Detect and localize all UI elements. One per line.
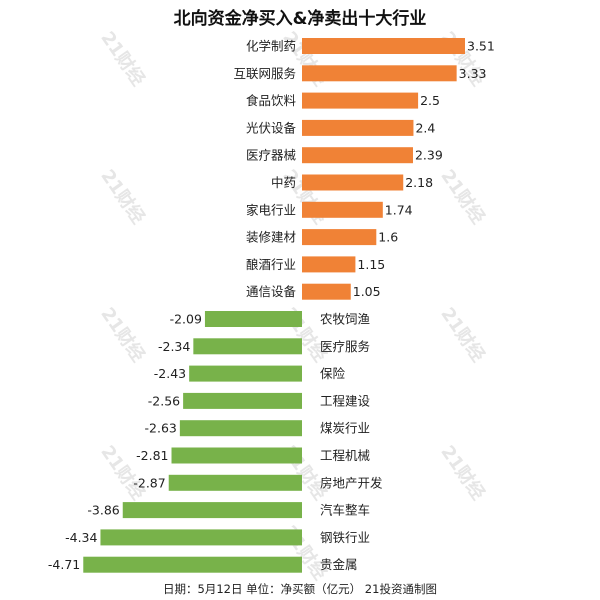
category-label: 钢铁行业 [320,530,370,545]
bar-net-sell [193,338,302,355]
value-label: -3.86 [87,503,119,518]
bar-net-buy [302,174,404,191]
value-label: 2.39 [415,148,443,163]
category-label: 食品饮料 [246,93,297,108]
category-label: 装修建材 [246,230,296,245]
category-label: 医疗器械 [246,148,297,163]
value-label: -2.56 [148,393,180,408]
category-label: 保险 [320,366,346,381]
value-label: 1.05 [353,284,381,299]
category-label: 工程机械 [320,448,371,463]
chart-footer: 日期：5月12日 单位：净买额（亿元） 21投资通制图 [163,582,437,596]
value-label: -2.81 [136,448,168,463]
category-label: 工程建设 [320,393,371,408]
value-label: 3.33 [459,66,487,81]
value-label: 1.6 [378,230,398,245]
watermark-text: 21财经 [436,165,489,228]
bars-layer [83,38,465,573]
bar-net-sell [122,502,303,519]
value-label: 2.4 [415,120,435,135]
bar-net-sell [100,529,302,546]
chart-title: 北向资金净买入&净卖出十大行业 [173,9,427,29]
value-label: -2.09 [170,312,202,327]
bar-net-sell [171,447,302,464]
value-label: -4.71 [48,557,80,572]
value-label: 1.74 [385,202,413,217]
value-label: -2.34 [158,339,190,354]
category-label: 医疗服务 [320,339,370,354]
category-label: 中药 [271,175,296,190]
bar-net-sell [179,420,302,437]
value-label: -2.43 [154,366,186,381]
watermark-text: 21财经 [96,303,149,366]
category-label: 农牧饲渔 [320,312,370,327]
category-label: 互联网服务 [233,66,296,81]
bar-net-buy [302,201,383,218]
value-label: 2.5 [420,93,440,108]
bar-net-buy [302,256,356,273]
category-label: 酿酒行业 [246,257,296,272]
category-label: 煤炭行业 [320,421,370,436]
value-label: 1.15 [357,257,385,272]
bar-net-buy [302,65,457,82]
bar-net-buy [302,147,413,164]
bar-net-sell [83,556,303,573]
bar-net-buy [302,229,377,246]
bar-net-buy [302,119,414,136]
value-label: 2.18 [405,175,433,190]
bar-net-sell [189,365,302,382]
category-label: 家电行业 [246,202,296,217]
value-label: -2.87 [133,475,165,490]
value-label: -2.63 [145,421,177,436]
category-label: 汽车整车 [320,503,370,518]
value-label: 3.51 [467,39,495,54]
labels-layer: 化学制药 3.51 互联网服务 3.33 食品饮料 2.5 光伏设备 2.4 医疗器械 2.39 中… [48,39,495,573]
category-label: 贵金属 [320,557,358,572]
bar-net-sell [168,474,302,491]
category-label: 通信设备 [246,284,297,299]
bar-net-buy [302,38,465,54]
category-label: 光伏设备 [246,120,297,135]
category-label: 房地产开发 [320,475,383,490]
bar-net-sell [183,392,302,409]
category-label: 化学制药 [246,39,296,54]
bar-net-buy [302,92,419,109]
value-label: -4.34 [65,530,97,545]
bar-net-buy [302,283,351,300]
watermark-text: 21财经 [436,303,489,366]
bar-net-sell [204,311,302,327]
watermark-text: 21财经 [96,165,149,228]
watermark-text: 21财经 [96,27,149,90]
watermark-text: 21财经 [436,441,489,504]
